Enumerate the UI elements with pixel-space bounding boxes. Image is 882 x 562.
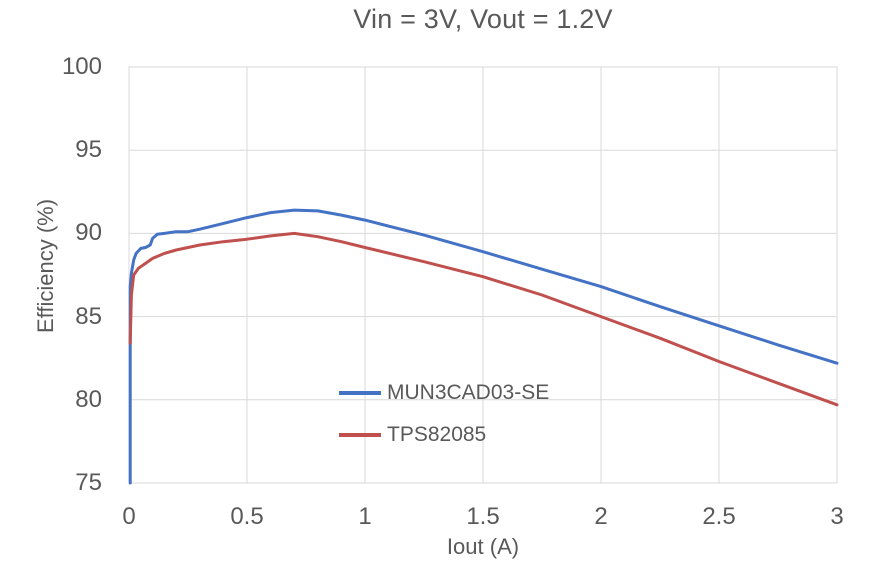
- x-tick-label: 1: [358, 503, 372, 530]
- legend-label: TPS82085: [387, 423, 487, 446]
- y-tick-label: 100: [61, 53, 102, 80]
- legend-entry: TPS82085: [339, 414, 549, 456]
- y-tick-label: 95: [75, 136, 102, 164]
- legend: MUN3CAD03-SE TPS82085: [339, 372, 549, 456]
- y-tick-label: 85: [75, 302, 102, 330]
- x-tick-label: 2.5: [702, 503, 736, 530]
- x-tick-label: 3: [830, 503, 844, 530]
- x-tick-label: 2: [594, 503, 608, 530]
- chart-title: Vin = 3V, Vout = 1.2V: [353, 4, 613, 34]
- legend-label: MUN3CAD03-SE: [387, 381, 550, 404]
- series-line-tps82085: [128, 231, 839, 407]
- legend-entry: MUN3CAD03-SE: [339, 372, 549, 414]
- plot-border: [128, 66, 838, 484]
- legend-line-swatch: [339, 433, 381, 437]
- x-tick-label: 0: [122, 503, 136, 530]
- x-tick-label: 0.5: [230, 503, 264, 530]
- series-line-mun3cad03-se: [128, 208, 839, 485]
- legend-line-swatch: [339, 391, 381, 395]
- y-tick-label: 75: [75, 469, 102, 496]
- y-tick-label: 80: [75, 385, 102, 413]
- y-tick-label: 90: [75, 219, 102, 247]
- x-tick-label: 1.5: [466, 503, 500, 530]
- x-axis-title: Iout (A): [446, 534, 520, 559]
